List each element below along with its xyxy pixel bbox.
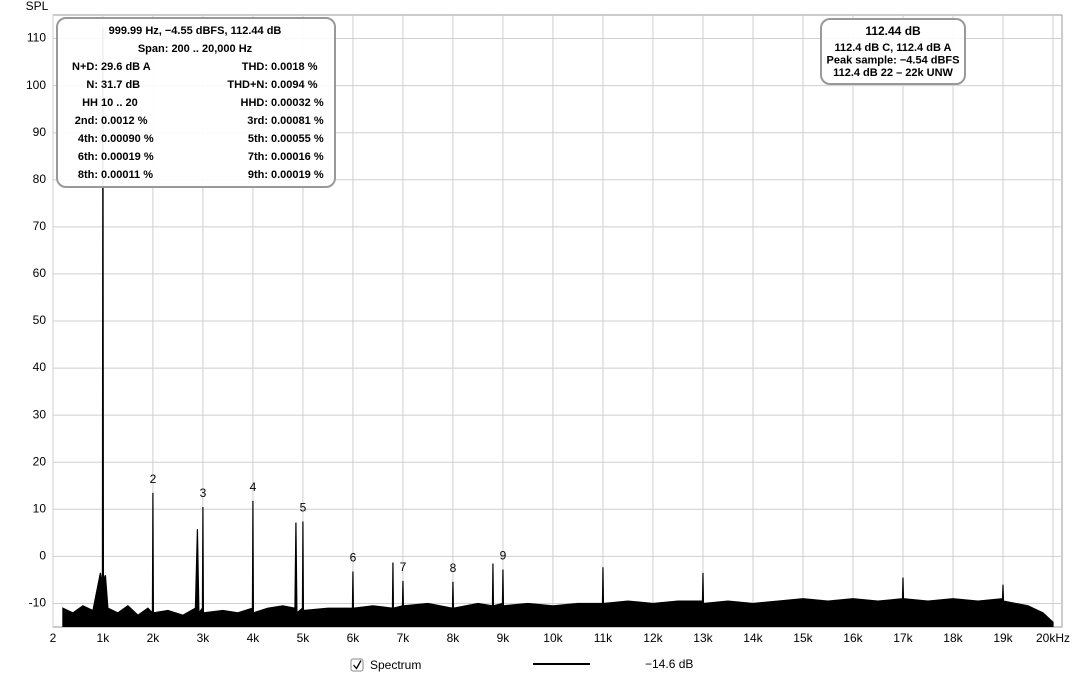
info-label: N+D: <box>72 61 98 73</box>
harmonic-label: 6 <box>350 551 357 565</box>
harmonic-label: 2 <box>150 472 157 486</box>
info-label: N: <box>86 79 98 91</box>
info-label: 7th: <box>248 151 268 163</box>
x-tick-label: 1k <box>97 631 111 645</box>
harmonic-label: 5 <box>300 501 307 515</box>
info-value: 0.00011 % <box>101 169 153 181</box>
y-tick-label: 20 <box>33 454 47 468</box>
info-label: 6th: <box>78 151 98 163</box>
y-tick-label: 60 <box>33 266 47 280</box>
info-value: 0.0012 % <box>101 115 148 127</box>
x-tick-label: 2 <box>50 631 57 645</box>
info-value: 0.00055 % <box>271 133 324 145</box>
info-label: 4th: <box>78 133 98 145</box>
info-value: 0.0018 % <box>271 61 318 73</box>
x-tick-label: 19k <box>993 631 1013 645</box>
level-title: 112.44 dB <box>865 24 921 38</box>
level-line: Peak sample: −4.54 dBFS <box>827 54 960 66</box>
x-tick-label: 9k <box>497 631 511 645</box>
y-axis-label: SPL <box>26 0 49 13</box>
info-line: 999.99 Hz, −4.55 dBFS, 112.44 dB <box>109 25 282 37</box>
info-line: Span: 200 .. 20,000 Hz <box>138 43 253 55</box>
info-value: 0.00019 % <box>271 169 324 181</box>
legend-level: −14.6 dB <box>645 657 693 671</box>
info-label: HH <box>82 97 98 109</box>
harmonic-label: 9 <box>500 549 507 563</box>
y-tick-label: 10 <box>33 501 47 515</box>
x-tick-label: 17k <box>893 631 913 645</box>
info-value: 0.00081 % <box>271 115 324 127</box>
y-tick-label: 30 <box>33 407 47 421</box>
y-tick-label: 0 <box>39 549 46 563</box>
x-tick-label: 13k <box>693 631 713 645</box>
harmonic-label: 7 <box>400 560 407 574</box>
x-tick-label: 2k <box>147 631 161 645</box>
y-tick-label: -10 <box>29 596 47 610</box>
level-line: 112.4 dB C, 112.4 dB A <box>835 42 952 54</box>
y-tick-label: 40 <box>33 360 47 374</box>
info-label: THD: <box>242 61 268 73</box>
info-value: 0.00016 % <box>271 151 324 163</box>
x-tick-label: 8k <box>447 631 461 645</box>
x-tick-label: 4k <box>247 631 261 645</box>
info-panel <box>56 17 336 188</box>
x-tick-label: 6k <box>347 631 361 645</box>
info-label: THD+N: <box>227 79 268 91</box>
info-label: 8th: <box>78 169 98 181</box>
x-tick-label: 18k <box>943 631 963 645</box>
info-label: 5th: <box>248 133 268 145</box>
y-tick-label: 80 <box>33 172 47 186</box>
x-tick-label: 20kHz <box>1036 631 1070 645</box>
info-value: 0.00090 % <box>101 133 154 145</box>
info-label: 3rd: <box>247 115 268 127</box>
x-tick-label: 14k <box>743 631 763 645</box>
info-value: 10 .. 20 <box>101 97 138 109</box>
harmonic-label: 4 <box>250 480 257 494</box>
info-value: 0.0094 % <box>271 79 318 91</box>
y-tick-label: 90 <box>33 125 47 139</box>
x-tick-label: 12k <box>643 631 663 645</box>
checkmark <box>353 660 362 670</box>
x-tick-label: 16k <box>843 631 863 645</box>
y-tick-label: 50 <box>33 313 47 327</box>
info-value: 31.7 dB <box>101 79 140 91</box>
x-tick-label: 7k <box>397 631 411 645</box>
info-label: 2nd: <box>75 115 98 127</box>
x-tick-label: 11k <box>594 631 613 645</box>
info-value: 29.6 dB A <box>101 61 151 73</box>
level-line: 112.4 dB 22 – 22k UNW <box>833 67 953 79</box>
spectrum-line <box>62 27 1054 627</box>
y-tick-label: 110 <box>27 31 46 45</box>
info-label: 9th: <box>248 169 268 181</box>
x-tick-label: 3k <box>197 631 211 645</box>
y-tick-label: 70 <box>33 219 47 233</box>
info-label: HHD: <box>241 97 269 109</box>
x-tick-label: 10k <box>543 631 563 645</box>
y-tick-label: 100 <box>26 78 46 92</box>
harmonic-label: 8 <box>450 561 457 575</box>
x-tick-label: 5k <box>297 631 311 645</box>
level-panel <box>820 18 966 85</box>
harmonic-label: 3 <box>200 486 207 500</box>
legend-label: Spectrum <box>370 658 421 672</box>
info-value: 0.00032 % <box>271 97 324 109</box>
info-value: 0.00019 % <box>101 151 154 163</box>
x-tick-label: 15k <box>793 631 813 645</box>
